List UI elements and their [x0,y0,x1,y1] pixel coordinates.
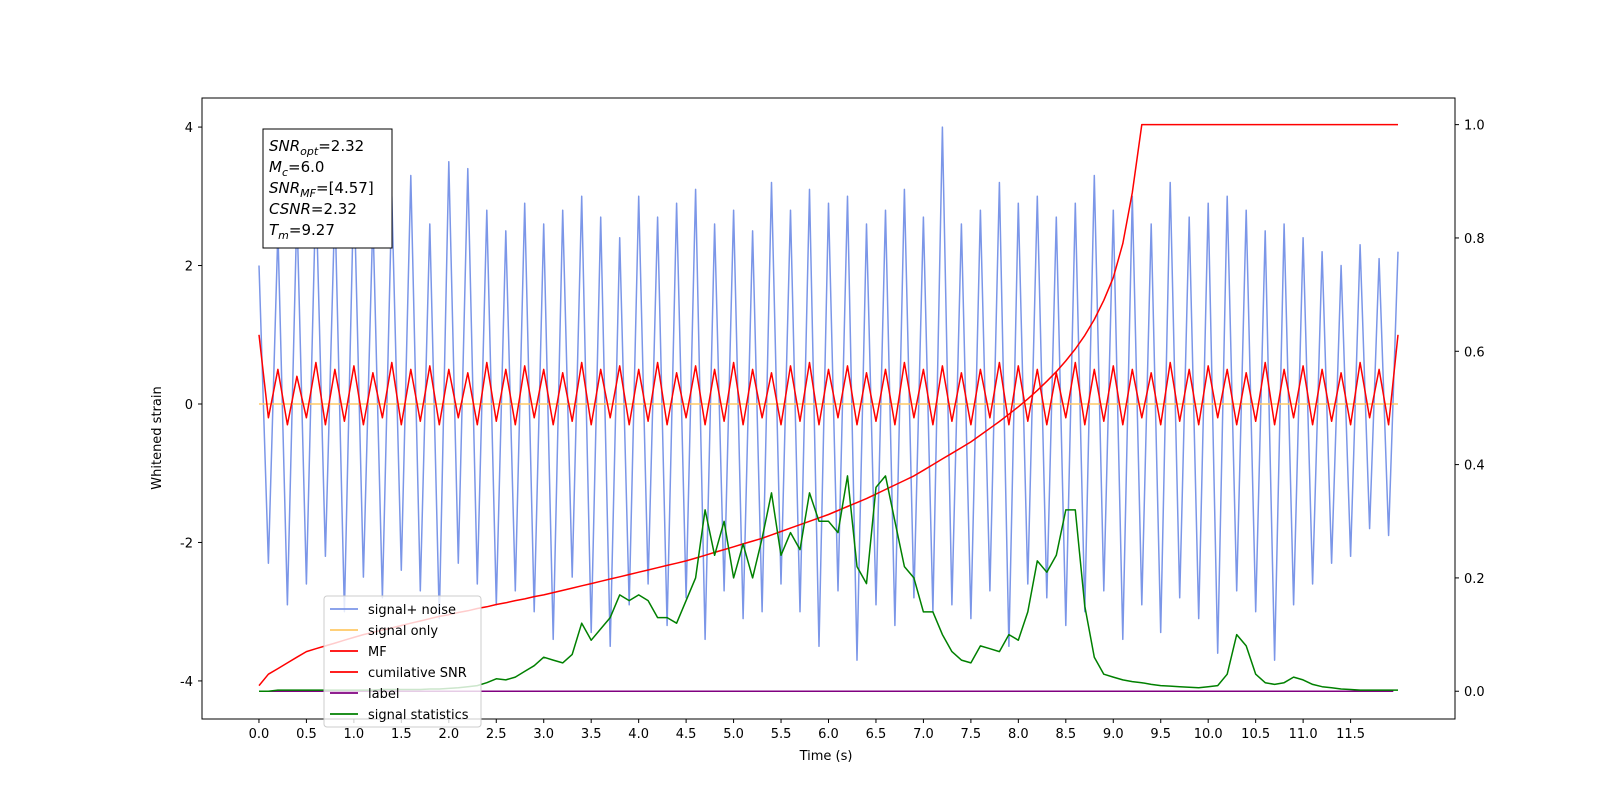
annotation-value: =2.32 [311,200,357,218]
x-axis-label: Time (s) [799,749,853,764]
series-line [258,126,1399,661]
y-tick-label: -2 [180,536,193,551]
x-tick-label: 7.5 [961,727,982,742]
y2-tick-label: 0.8 [1464,232,1485,247]
x-tick-label: 0.5 [296,727,317,742]
x-tick-label: 8.5 [1055,727,1076,742]
annotation-symbol: SNR [269,137,300,155]
x-tick-label: 5.0 [723,727,744,742]
annotation-line: Tm=9.27 [269,221,335,242]
annotation-value: =[4.57] [316,179,374,197]
legend-label: cumilative SNR [368,666,467,681]
annotation-line: SNRopt=2.32 [269,137,364,158]
x-tick-label: 9.0 [1103,727,1124,742]
x-tick-label: 1.5 [391,727,412,742]
ticks: 0.0 0.5 1.0 1.5 2.0 2.5 3.0 3.5 4.0 4.5 5.0 5.5 6.0 6… [180,119,1485,742]
x-tick-label: 8.0 [1008,727,1029,742]
annotation-value: =2.32 [318,137,364,155]
annotation-box: SNRopt=2.32Mc=6.0SNRMF=[4.57]CSNR=2.32Tm… [262,128,393,249]
y-tick-label: 4 [185,121,193,136]
y2-tick-label: 0.0 [1464,685,1485,700]
legend: signal+ noise signal only MF cumilative SNR… [323,595,482,728]
annotation-symbol: M [269,158,282,176]
x-tick-label: 1.0 [344,727,365,742]
annotation-symbol: CSNR [269,200,311,218]
x-tick-label: 4.0 [628,727,649,742]
x-tick-label: 11.0 [1289,727,1318,742]
annotation-symbol: T [269,221,280,239]
annotation-line: Mc=6.0 [269,158,324,179]
x-tick-label: 7.0 [913,727,934,742]
annotation-line: SNRMF=[4.57] [269,179,374,200]
x-tick-label: 3.0 [533,727,554,742]
annotation-value: =6.0 [288,158,324,176]
y2-tick-label: 0.6 [1464,345,1485,360]
y2-tick-label: 0.2 [1464,572,1485,587]
legend-label: signal statistics [368,708,469,723]
y-tick-label: -4 [180,675,193,690]
x-tick-label: 2.0 [438,727,459,742]
y-tick-label: 0 [185,398,193,413]
series-line [258,334,1399,426]
x-tick-label: 11.5 [1336,727,1365,742]
x-tick-label: 0.0 [249,727,270,742]
x-tick-label: 4.5 [676,727,697,742]
x-tick-label: 10.5 [1241,727,1270,742]
x-tick-label: 6.5 [866,727,887,742]
annotation-frame [262,128,393,249]
annotation-symbol: SNR [269,179,300,197]
legend-label: label [368,687,399,702]
legend-frame [323,595,482,728]
x-tick-label: 2.5 [486,727,507,742]
y-axis-label: Whitened strain [150,386,165,489]
y-tick-label: 2 [185,260,193,275]
annotation-value: =9.27 [289,221,335,239]
x-tick-label: 5.5 [771,727,792,742]
x-tick-label: 3.5 [581,727,602,742]
x-tick-label: 9.5 [1150,727,1171,742]
annotation-subscript: c [282,166,288,179]
x-tick-label: 10.0 [1194,727,1223,742]
annotation-subscript: MF [300,187,316,200]
y2-tick-label: 0.4 [1464,459,1485,474]
annotation-subscript: m [278,229,289,242]
annotation-line: CSNR=2.32 [269,200,357,218]
y2-tick-label: 1.0 [1464,119,1485,134]
legend-label: MF [368,645,387,660]
x-tick-label: 6.0 [818,727,839,742]
legend-label: signal only [368,624,438,639]
annotation-subscript: opt [300,145,319,158]
legend-label: signal+ noise [368,603,456,618]
